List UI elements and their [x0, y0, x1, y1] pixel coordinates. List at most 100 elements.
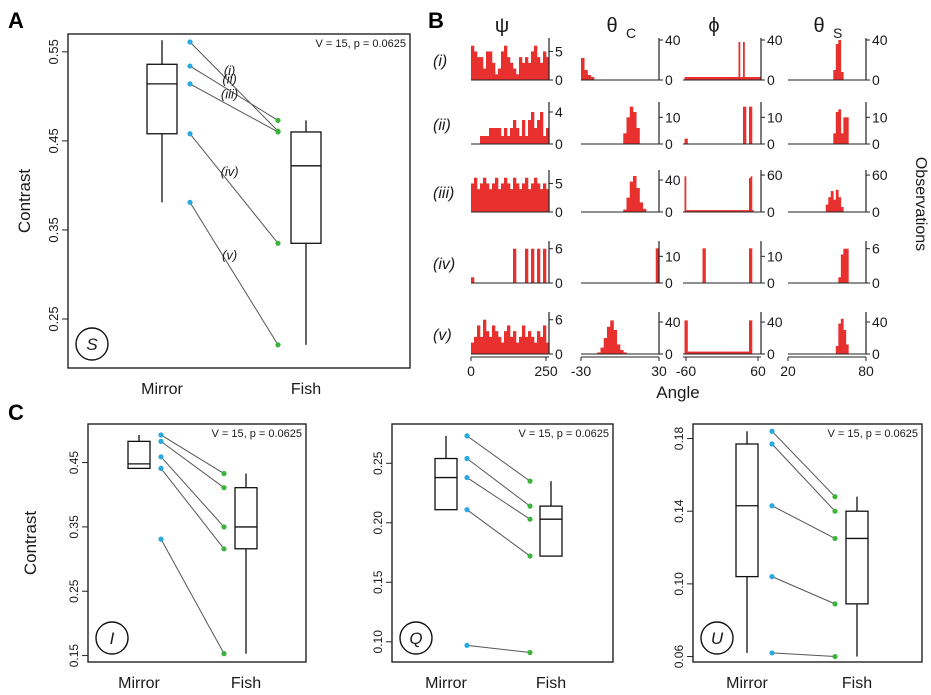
observation-tick-label: 0 — [665, 204, 673, 220]
histogram-bar — [704, 248, 706, 283]
x-tick-label: 0 — [467, 363, 475, 379]
histogram-bar — [486, 51, 490, 80]
plot-frame — [87, 423, 307, 663]
x-tick-label: 60 — [750, 363, 766, 379]
histogram-bar — [719, 351, 721, 354]
x-category-label: Mirror — [141, 381, 183, 398]
histogram-bar — [714, 210, 717, 212]
x-tick-label: 80 — [858, 363, 874, 379]
histogram-bar — [684, 138, 687, 144]
fish-point — [832, 535, 838, 542]
histogram-bar — [728, 351, 730, 354]
y-axis-label: Observations — [912, 157, 929, 251]
panel-label-b: B — [428, 8, 444, 33]
histogram-bar — [471, 45, 475, 80]
histogram-bar — [534, 128, 538, 144]
histogram-bar — [581, 58, 585, 80]
histogram-bar — [510, 336, 514, 354]
histogram-bar — [701, 210, 703, 212]
observation-tick-label: 0 — [767, 136, 775, 152]
histogram-bar — [726, 210, 729, 212]
y-tick-label: 0.18 — [672, 427, 686, 451]
observation-tick-label: 0 — [665, 136, 673, 152]
histogram-bar — [537, 120, 541, 144]
mirror-point — [464, 642, 470, 648]
histogram-bar — [750, 77, 753, 80]
x-tick-label: -60 — [676, 363, 696, 379]
histogram-bar — [723, 210, 726, 212]
histogram-bar — [741, 351, 744, 354]
fish-point — [275, 129, 281, 135]
histogram-bar — [719, 210, 721, 212]
mirror-point — [464, 455, 470, 462]
histogram-bar — [722, 210, 724, 212]
histogram-bar — [492, 128, 496, 144]
box — [290, 131, 322, 244]
histogram-bar — [513, 68, 517, 80]
histogram-bar — [474, 51, 478, 80]
histogram-bar — [537, 331, 541, 354]
histogram-bar — [738, 210, 741, 212]
x-category-label: Fish — [291, 381, 321, 398]
histogram-bar — [743, 351, 745, 354]
histogram-bar — [720, 210, 723, 212]
histogram-bar — [477, 189, 481, 212]
histogram-bar — [498, 128, 502, 144]
observation-tick-label: 0 — [665, 346, 673, 362]
histogram-bar — [750, 248, 753, 283]
histogram-bar — [714, 351, 717, 354]
histogram-bar — [642, 208, 647, 212]
histogram-bar — [750, 176, 753, 212]
histogram-bar — [722, 351, 724, 354]
histogram-bar — [689, 210, 691, 212]
y-tick-label: 0.06 — [672, 645, 686, 669]
histogram-bar — [701, 351, 703, 354]
fish-point — [527, 649, 533, 656]
x-category-label: Fish — [536, 675, 566, 692]
histogram-bar — [480, 57, 484, 80]
histogram-bar — [546, 128, 550, 144]
histogram-bar — [516, 128, 520, 144]
histogram-bar — [613, 330, 618, 354]
histogram-bar — [692, 210, 694, 212]
histogram-bar — [741, 210, 744, 212]
histogram-bar — [522, 325, 526, 354]
histogram-bar — [690, 210, 693, 212]
x-axis-label: Angle — [656, 383, 699, 402]
pair-line — [771, 505, 836, 539]
histogram-bar — [477, 57, 481, 80]
histogram-bar — [629, 181, 634, 212]
histogram-bar — [623, 209, 627, 212]
histogram-bar — [723, 351, 726, 354]
histogram-bar — [690, 351, 693, 354]
y-tick-label: 0.45 — [67, 451, 81, 475]
histogram-bar — [726, 77, 729, 80]
histogram-bar — [756, 77, 759, 80]
y-tick-label: 0.25 — [46, 306, 61, 331]
observation-tick-label: 40 — [767, 314, 783, 330]
histogram-bar — [719, 77, 721, 80]
histogram-bar — [750, 320, 753, 354]
observation-tick-label: 40 — [665, 314, 681, 330]
histogram-bar — [735, 351, 738, 354]
histogram-bar — [843, 117, 847, 144]
mirror-point — [158, 438, 164, 444]
histogram-bar — [833, 133, 837, 144]
histogram-bar — [684, 320, 687, 354]
histogram-bar — [489, 51, 493, 80]
histogram-bar — [716, 210, 718, 212]
histogram-bar — [731, 351, 733, 354]
observation-tick-label: 6 — [555, 312, 563, 328]
pair-line — [160, 440, 225, 489]
histogram-bar — [747, 210, 750, 212]
histogram-bar — [686, 320, 688, 354]
column-title: ψ — [495, 15, 509, 37]
histogram-bar — [845, 248, 849, 283]
histogram-bar — [693, 210, 696, 212]
histogram-bar — [507, 57, 511, 80]
histogram-bar — [738, 351, 741, 354]
histogram-bar — [728, 77, 730, 80]
histogram-bar — [471, 342, 475, 354]
histogram-bar — [510, 62, 514, 80]
